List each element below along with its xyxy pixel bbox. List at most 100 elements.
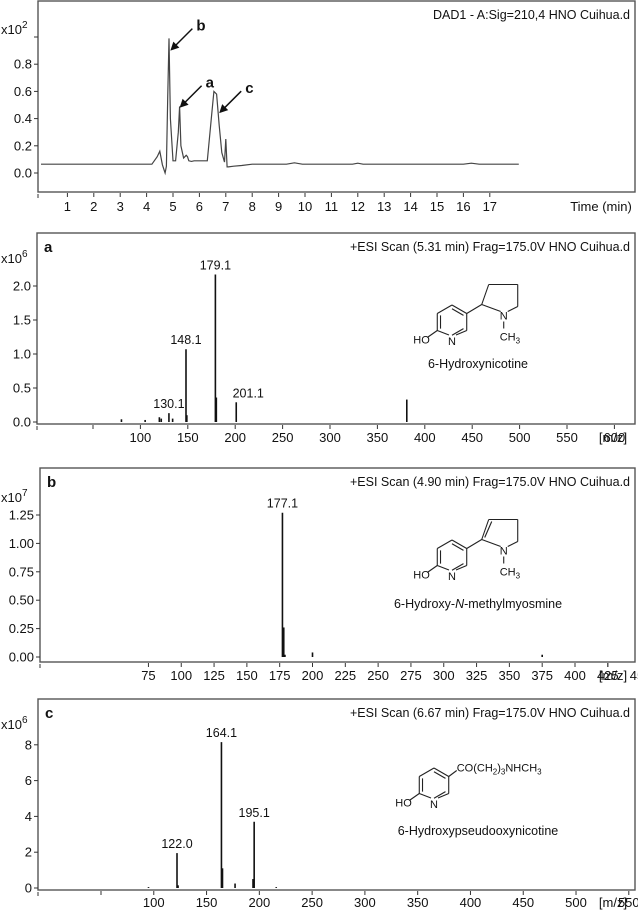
- y-tick-label: 0.8: [14, 57, 32, 72]
- sidechain-part: ): [497, 763, 501, 775]
- peak-label: 201.1: [233, 386, 264, 400]
- y-axis: 0.0 0.2 0.4 0.6 0.8 x102: [1, 20, 38, 181]
- bond: [448, 770, 458, 777]
- x-axis: 100 150 200 250 300 350 400 450 500 550 600[m/z]: [36, 425, 627, 445]
- chromatogram-trace: [41, 38, 519, 176]
- y-multiplier-exponent: 6: [22, 715, 28, 726]
- x-tick-label: 250: [367, 668, 389, 683]
- sidechain-label: CO(CH2)3NHCH3: [457, 763, 542, 777]
- panel-label: c: [45, 705, 53, 722]
- x-tick-label: 14: [403, 199, 417, 214]
- x-tick-label: 17: [483, 199, 497, 214]
- y-tick-label: 0.00: [9, 650, 34, 665]
- x-tick-label: 375: [531, 668, 553, 683]
- x-tick-label: 5: [169, 199, 176, 214]
- bond: [481, 303, 501, 313]
- x-tick-label: 275: [400, 668, 422, 683]
- x-tick-label: 300: [319, 430, 341, 445]
- x-axis-title: [m/z]: [599, 895, 627, 910]
- bond: [507, 541, 518, 547]
- y-tick-label: 0.0: [13, 415, 31, 430]
- x-tick-label: 6: [196, 199, 203, 214]
- peak-label: 148.1: [170, 333, 201, 347]
- y-tick-label: 0.5: [13, 381, 31, 396]
- y-multiplier: x102: [1, 20, 28, 37]
- x-tick-label: 500: [565, 895, 587, 910]
- x-tick-label: 16: [456, 199, 470, 214]
- x-tick-label: 100: [130, 430, 152, 445]
- x-tick-label: 2: [90, 199, 97, 214]
- x-tick-label: 1: [64, 199, 71, 214]
- annotation-label: b: [196, 18, 205, 35]
- structure-ms-c: HO NCO(CH2)3NHCH36-Hydroxypseudooxynicoti…: [395, 763, 558, 839]
- y-tick-label: 8: [25, 737, 32, 752]
- y-multiplier-exponent: 7: [22, 488, 28, 499]
- y-tick-label: 0.25: [9, 621, 34, 636]
- x-tick-label: 600: [604, 430, 626, 445]
- x-tick-label: 75: [141, 668, 155, 683]
- atom-label: HO: [413, 335, 430, 347]
- y-axis: 0.00 0.25 0.50 0.75 1.00 1.25 x107: [1, 488, 40, 665]
- panel-title: +ESI Scan (5.31 min) Frag=175.0V HNO Cui…: [350, 240, 630, 254]
- x-tick-label: 10: [298, 199, 312, 214]
- y-multiplier: x106: [1, 249, 28, 266]
- y-multiplier: x106: [1, 715, 28, 732]
- x-tick-label: 350: [407, 895, 429, 910]
- y-tick-label: 1.00: [9, 536, 34, 551]
- panel-ms-c: 0 2 4 6 8 x106 100 150 200 250 300 350 400 450 500 550[…: [1, 698, 638, 910]
- compound-name: 6-Hydroxynicotine: [428, 357, 528, 371]
- x-axis: 75 100 125 150 175 200 225 250 275 300 325 350 375 40…: [39, 663, 638, 683]
- x-tick-label: 11: [325, 199, 339, 214]
- annotation-arrow: [172, 28, 193, 49]
- atom-label: N: [448, 336, 456, 348]
- plot-frame: [39, 467, 636, 663]
- arrowhead-icon: [179, 98, 189, 108]
- structure-ms-a: HO N N CH3 6-Hydroxynicotine: [413, 283, 528, 371]
- panel-ms-a: 0.0 0.5 1.0 1.5 2.0 x106 100 150 200 250 300 350 400…: [1, 232, 636, 445]
- x-tick-label: 200: [302, 668, 324, 683]
- x-tick-label: 150: [236, 668, 258, 683]
- x-tick-label: 200: [248, 895, 270, 910]
- x-tick-label: 13: [377, 199, 391, 214]
- atom-label: N: [448, 571, 456, 583]
- subscript: 2: [493, 768, 498, 777]
- double-bond: [484, 521, 493, 538]
- atom-label: N: [500, 546, 508, 558]
- peak-label: 195.1: [239, 806, 270, 820]
- panel-ms-b: 0.00 0.25 0.50 0.75 1.00 1.25 x107 75 100 125 150 1…: [1, 467, 638, 683]
- subscript: 3: [537, 768, 542, 777]
- panel-label: a: [44, 239, 53, 256]
- atom-label: HO: [413, 570, 430, 582]
- double-bond: [433, 791, 446, 799]
- panel-label: b: [47, 474, 56, 491]
- x-tick-label: 350: [367, 430, 389, 445]
- bond: [419, 767, 435, 777]
- peak-label: 177.1: [267, 497, 298, 511]
- bond: [437, 539, 453, 549]
- spectrum-peaks: 177.1: [267, 497, 543, 657]
- annotation-arrow: [182, 85, 203, 106]
- bond: [437, 564, 450, 571]
- y-multiplier-exponent: 2: [22, 20, 28, 31]
- x-tick-label: 425: [597, 668, 619, 683]
- bond: [451, 304, 467, 314]
- y-tick-label: 0.50: [9, 593, 34, 608]
- y-multiplier: x107: [1, 488, 28, 505]
- panel-title: +ESI Scan (6.67 min) Frag=175.0V HNO Cui…: [350, 706, 630, 720]
- subscript: 3: [501, 768, 506, 777]
- x-tick-label: 400: [564, 668, 586, 683]
- x-tick-label: 175: [269, 668, 291, 683]
- x-tick-label: 15: [430, 199, 444, 214]
- compound-name: 6-Hydroxy-N-methylmyosmine: [394, 597, 562, 611]
- annotation-label: c: [245, 80, 253, 97]
- x-tick-label: 9: [275, 199, 282, 214]
- x-tick-label: 250: [301, 895, 323, 910]
- double-bond: [433, 771, 446, 779]
- x-tick-label: 400: [414, 430, 436, 445]
- x-tick-label: 150: [196, 895, 218, 910]
- bond: [481, 284, 490, 305]
- x-tick-label: 12: [351, 199, 365, 214]
- bond: [437, 304, 453, 314]
